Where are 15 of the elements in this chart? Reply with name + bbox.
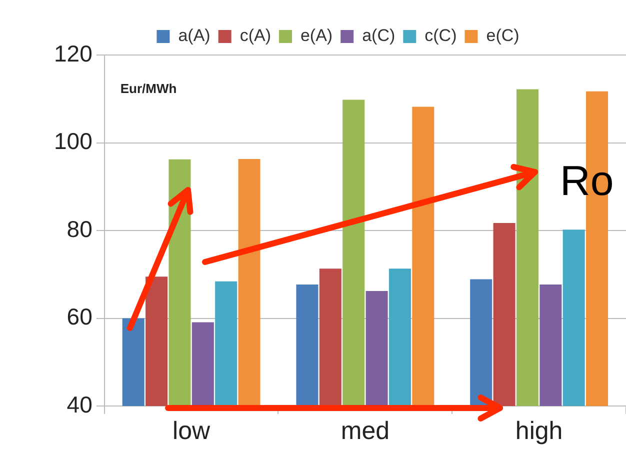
legend-label: e(C): [486, 26, 520, 46]
legend-label: c(A): [240, 26, 271, 46]
y-tick-label: 100: [54, 128, 92, 154]
legend-label: a(A): [178, 26, 210, 46]
legend-label: a(C): [362, 26, 396, 46]
y-tick-label: 60: [66, 304, 92, 330]
x-tick-label: low: [172, 416, 212, 445]
legend-label: e(A): [300, 26, 333, 46]
legend-label: c(C): [424, 26, 457, 46]
y-tick-label: 80: [66, 216, 92, 242]
y-axis-title: Eur/MWh: [120, 81, 177, 96]
x-tick-label: high: [515, 416, 563, 445]
y-tick-label: 40: [66, 391, 92, 418]
y-tick-label: 120: [54, 40, 92, 66]
x-tick-label: med: [340, 416, 390, 445]
